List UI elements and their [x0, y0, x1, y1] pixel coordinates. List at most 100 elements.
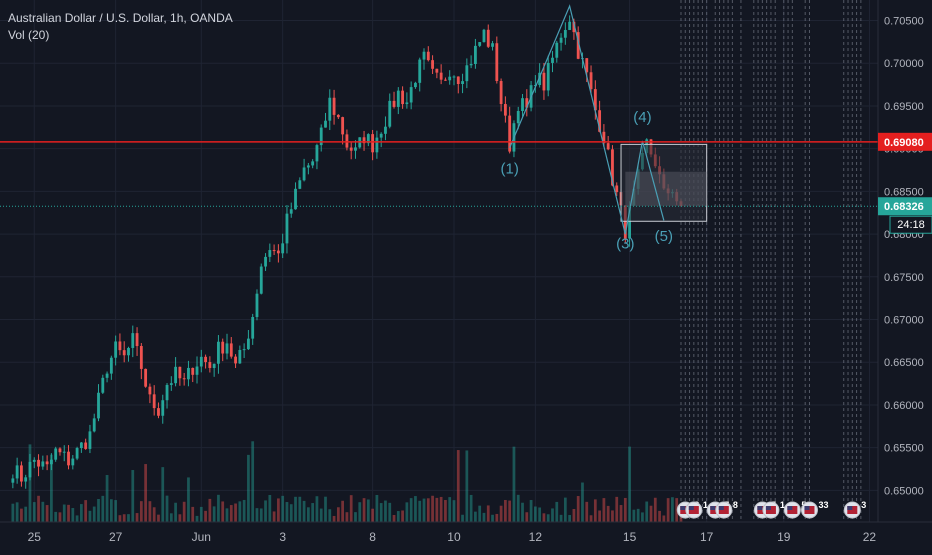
volume-bar	[486, 505, 490, 522]
volume-bar	[208, 498, 212, 522]
volume-bar	[157, 514, 160, 522]
candle-body	[135, 333, 139, 347]
flag-canton	[688, 506, 694, 510]
volume-bar	[15, 502, 19, 522]
flag-canton	[757, 506, 763, 510]
y-tick-label: 0.69500	[884, 101, 924, 113]
volume-bar	[375, 494, 379, 522]
candle-body	[75, 448, 79, 459]
candle-body	[555, 42, 559, 58]
candle-body	[563, 29, 567, 38]
candle-body	[217, 341, 220, 364]
candle-body	[379, 133, 383, 138]
candle-body	[281, 243, 285, 254]
volume-bar	[593, 499, 597, 522]
volume-bar	[114, 500, 118, 522]
flag-event-icon: 8	[715, 500, 738, 519]
volume-bar	[465, 450, 469, 522]
candle-body	[15, 465, 19, 479]
volume-bar	[598, 510, 601, 522]
volume-bar	[422, 498, 426, 522]
volume-bar	[379, 503, 383, 522]
candle-body	[542, 72, 546, 91]
volume-bar	[576, 496, 580, 522]
elliott-wave-line	[509, 4, 665, 235]
volume-bar	[178, 514, 182, 522]
candle-body	[208, 362, 212, 368]
candle-body	[58, 448, 62, 453]
candle-body	[405, 102, 409, 105]
candle-body	[114, 341, 118, 358]
volume-bar	[161, 467, 165, 522]
volume-bar	[606, 505, 610, 522]
candle-body	[628, 205, 632, 239]
candle-body	[341, 117, 345, 135]
candle-body	[354, 147, 357, 151]
candle-body	[606, 143, 610, 150]
volume-bar	[84, 500, 88, 522]
y-tick-label: 0.70500	[884, 16, 924, 28]
candle-body	[276, 250, 280, 254]
volume-bar	[452, 500, 456, 522]
volume-bar	[388, 502, 392, 522]
volume-bar	[611, 510, 614, 522]
volume-bar	[105, 475, 109, 522]
candle-body	[259, 266, 263, 294]
volume-bar	[88, 510, 92, 522]
resistance-price-tag	[878, 132, 932, 151]
x-tick-label: 10	[447, 530, 461, 544]
candle-body	[144, 368, 148, 387]
candle-body	[426, 51, 430, 61]
volume-bar	[50, 454, 53, 522]
y-tick-label: 0.67000	[884, 315, 924, 327]
volume-bar	[328, 509, 332, 522]
candle-body	[332, 97, 336, 115]
volume-bar	[32, 502, 36, 522]
volume-bar	[504, 499, 507, 522]
volume-bar	[122, 514, 126, 522]
volume-bar	[426, 498, 430, 522]
price-axis-background	[878, 0, 932, 550]
volume-bar	[645, 501, 649, 522]
candle-body	[435, 68, 439, 73]
volume-bar	[272, 511, 276, 522]
volume-bar	[45, 505, 49, 522]
candle-body	[495, 43, 499, 82]
candle-body	[623, 205, 627, 239]
volume-bar	[559, 514, 563, 522]
candle-body	[148, 386, 152, 395]
volume-bar	[336, 507, 340, 522]
candle-body	[388, 100, 392, 127]
x-tick-label: 27	[109, 530, 123, 544]
candle-body	[593, 89, 597, 111]
volume-bar	[516, 494, 520, 522]
volume-bar	[632, 509, 636, 522]
volume-bar	[619, 505, 623, 522]
volume-bar	[585, 501, 589, 522]
volume-bar	[521, 502, 524, 522]
candle-body	[79, 442, 83, 449]
volume-bar	[555, 501, 559, 522]
candle-body	[118, 341, 122, 351]
candle-body	[409, 87, 413, 103]
x-tick-label: 19	[777, 530, 791, 544]
candle-body	[478, 42, 482, 46]
y-tick-label: 0.66500	[884, 357, 924, 369]
volume-bar	[418, 500, 422, 522]
volume-bar	[366, 499, 370, 522]
x-tick-label: 15	[623, 530, 637, 544]
volume-bar	[474, 511, 477, 522]
volume-bar	[294, 496, 297, 522]
volume-bar	[204, 510, 207, 522]
volume-bar	[572, 508, 576, 522]
event-count: 33	[818, 500, 828, 510]
candle-body	[264, 256, 267, 267]
volume-bar	[234, 503, 237, 522]
candle-body	[204, 356, 207, 363]
candle-body	[101, 377, 105, 393]
volume-bar	[169, 513, 173, 522]
candle-body	[392, 100, 396, 107]
x-tick-label: 12	[529, 530, 543, 544]
